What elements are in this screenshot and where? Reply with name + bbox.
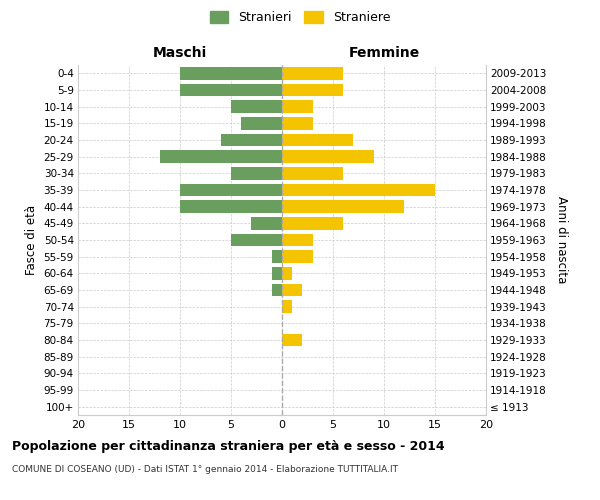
Bar [272,267,282,280]
Bar [282,234,313,246]
Legend: Stranieri, Straniere: Stranieri, Straniere [205,6,395,29]
Bar [282,134,353,146]
Text: Femmine: Femmine [349,46,419,60]
Y-axis label: Anni di nascita: Anni di nascita [555,196,568,284]
Bar [282,300,292,313]
Bar [282,250,313,263]
Bar [282,217,343,230]
Bar [282,200,404,213]
Bar [272,284,282,296]
Bar [282,100,313,113]
Bar [160,150,282,163]
Bar [231,167,282,179]
Bar [282,284,302,296]
Text: COMUNE DI COSEANO (UD) - Dati ISTAT 1° gennaio 2014 - Elaborazione TUTTITALIA.IT: COMUNE DI COSEANO (UD) - Dati ISTAT 1° g… [12,465,398,474]
Bar [282,167,343,179]
Y-axis label: Fasce di età: Fasce di età [25,205,38,275]
Bar [180,84,282,96]
Bar [231,234,282,246]
Bar [180,67,282,80]
Bar [272,250,282,263]
Bar [282,84,343,96]
Bar [282,150,374,163]
Bar [180,184,282,196]
Text: Maschi: Maschi [153,46,207,60]
Bar [282,184,435,196]
Bar [282,267,292,280]
Bar [251,217,282,230]
Text: Popolazione per cittadinanza straniera per età e sesso - 2014: Popolazione per cittadinanza straniera p… [12,440,445,453]
Bar [221,134,282,146]
Bar [282,334,302,346]
Bar [282,117,313,130]
Bar [180,200,282,213]
Bar [231,100,282,113]
Bar [241,117,282,130]
Bar [282,67,343,80]
